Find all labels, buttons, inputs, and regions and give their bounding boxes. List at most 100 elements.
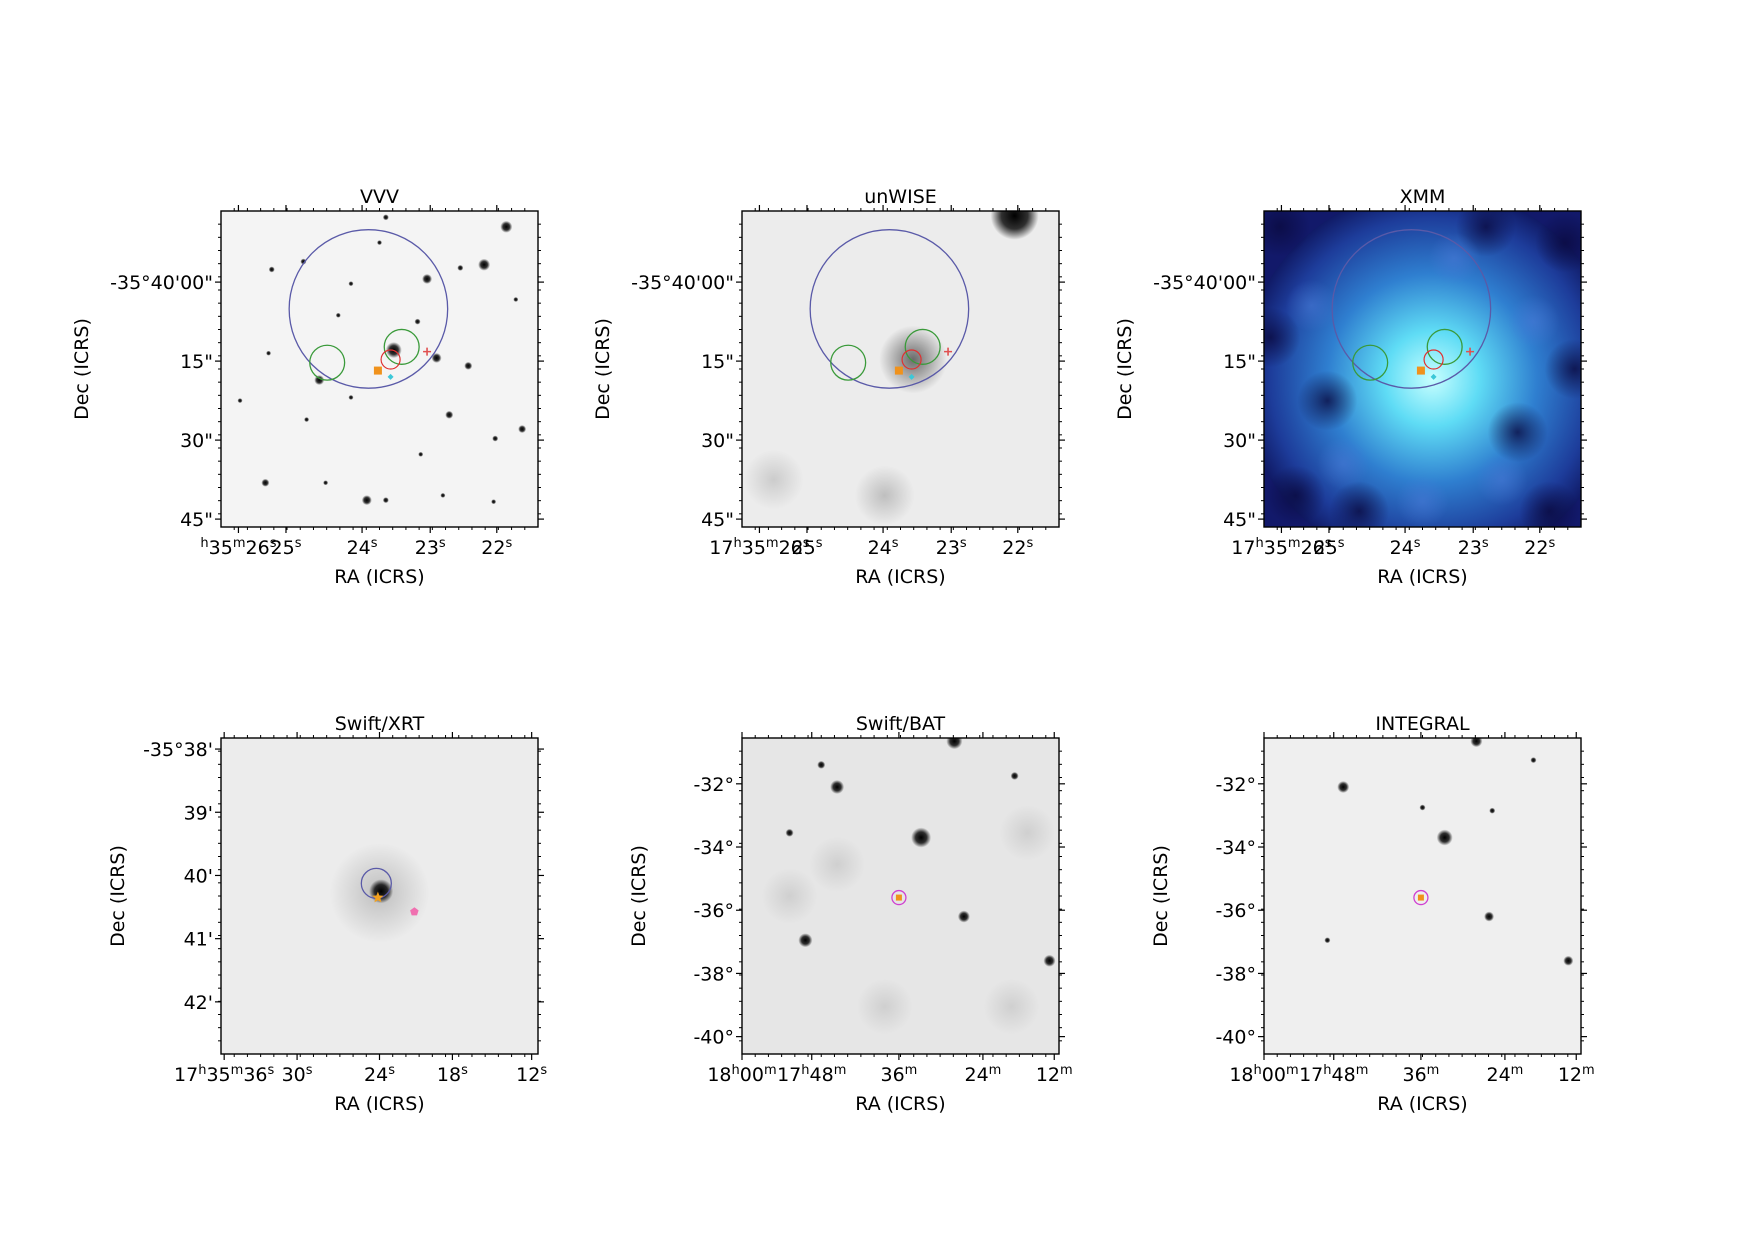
magenta-circle [1413,889,1429,906]
tick-label-part: m [231,1063,244,1078]
tick-label-part: s [803,536,810,551]
square-marker [1416,366,1425,375]
tick-label-part: m [1356,1063,1369,1078]
source-blob [464,361,473,370]
tick-label-part: 48 [810,1064,834,1086]
tick-label-part: s [816,536,823,551]
tick-label-part: 24 [1390,537,1414,559]
source-blob [1010,771,1019,780]
noise-blob [1264,211,1310,257]
panel-title: INTEGRAL [1375,713,1470,735]
noise-blob [1317,437,1370,490]
tick-label-part: s [1548,536,1555,551]
tick-label-part: 00 [740,1064,764,1086]
panel-swift-xrt: 17h35m36s 30s 24s 18s 12s-35°38'39'40'41'42'… [107,713,547,1115]
tick-label-part: h [1254,1063,1262,1078]
x-tick-label: 24m [1486,1063,1523,1087]
tick-label-part: 36 [1402,1064,1426,1086]
x-tick-label: 36m [880,1063,917,1087]
large-error-circle [809,229,970,389]
source-blob [361,495,372,506]
y-tick-label: -32° [1215,774,1256,796]
x-tick-label: 17h35m26s [1231,536,1331,560]
y-axis-label: Dec (ICRS) [71,318,93,420]
source-blob [957,910,970,923]
source-blob [1530,757,1537,764]
pentagon-marker [410,907,419,916]
tick-label-part: 23 [936,537,960,559]
tick-label-part: m [233,536,246,551]
y-tick-label: 39' [184,802,213,824]
noise-blob [1396,475,1449,527]
tick-label-part: 35 [209,537,233,559]
magenta-circle [891,889,907,906]
cyan-marker [908,373,915,380]
tick-label-part: s [371,536,378,551]
red-error-circle [901,349,922,370]
tick-label-part: m [1288,536,1301,551]
noise-blob [1475,453,1528,506]
tick-label-part: m [1582,1063,1595,1078]
tick-label-part: h [1255,536,1263,551]
tick-label-part: m [905,1063,918,1078]
square-marker [894,366,903,375]
tick-label-part: 25 [271,537,295,559]
noise-blob [1264,307,1301,368]
tick-label-part: s [1414,536,1421,551]
tick-label-part: 24 [868,537,892,559]
panel-integral: 18h00m 17h48m 36m 24m 12m-32°-34°-36°-38°-40… [1150,713,1595,1115]
tick-label-part: 17 [777,1064,801,1086]
y-axis-label: Dec (ICRS) [1150,845,1172,947]
tick-label-part: 24 [1486,1064,1510,1086]
y-tick-label: -35°40'00" [1153,272,1256,294]
source-blob [817,760,826,769]
tick-label-part: 36 [880,1064,904,1086]
tick-label-part: 12 [1558,1064,1582,1086]
source-blob [1470,738,1483,748]
x-tick-label: 12s [516,1063,547,1087]
image-layer [742,211,1059,527]
tick-label-part: m [1060,1063,1073,1078]
image-layer [221,211,538,527]
tick-label-part: s [439,536,446,551]
noise-blob [1519,481,1580,527]
x-tick-label: 24s [364,1063,395,1087]
noise-blob [809,836,866,893]
source-blob [382,214,389,221]
noise-blob [1285,279,1338,332]
tick-label-part: 24 [964,1064,988,1086]
tick-label-part: 26 [1301,537,1325,559]
noise-blob [761,868,818,924]
tick-label-part: s [268,1063,275,1078]
noise-blob [999,804,1056,861]
y-tick-label: -34° [693,837,734,859]
star-marker [372,891,384,903]
noise-blob [856,978,913,1035]
x-tick-label: 12m [1558,1063,1595,1087]
tick-label-part: h [198,1063,206,1078]
x-axis-label: RA (ICRS) [1377,1093,1467,1115]
y-tick-label: 45" [180,509,213,531]
source-blob [414,318,421,325]
source-blob [300,258,307,265]
tick-label-part: m [834,1063,847,1078]
image-layer [221,738,538,1054]
tick-label-part: 22 [481,537,505,559]
plus-marker [944,347,953,356]
source-blob [946,738,963,750]
red-error-circle [1423,349,1444,370]
source-blob [911,827,932,848]
noise-blob [1428,232,1481,285]
source-blob [1484,911,1495,922]
tick-label-part: 30 [282,1064,306,1086]
source-blob [1337,780,1350,793]
tick-label-part: 35 [1264,537,1288,559]
source-blob [348,281,354,287]
small-error-circle [904,328,941,365]
tick-label-part: s [1482,536,1489,551]
source-blob [478,258,491,271]
source-blob [457,264,464,271]
tick-label-part: s [461,1063,468,1078]
y-tick-label: -38° [693,963,734,985]
